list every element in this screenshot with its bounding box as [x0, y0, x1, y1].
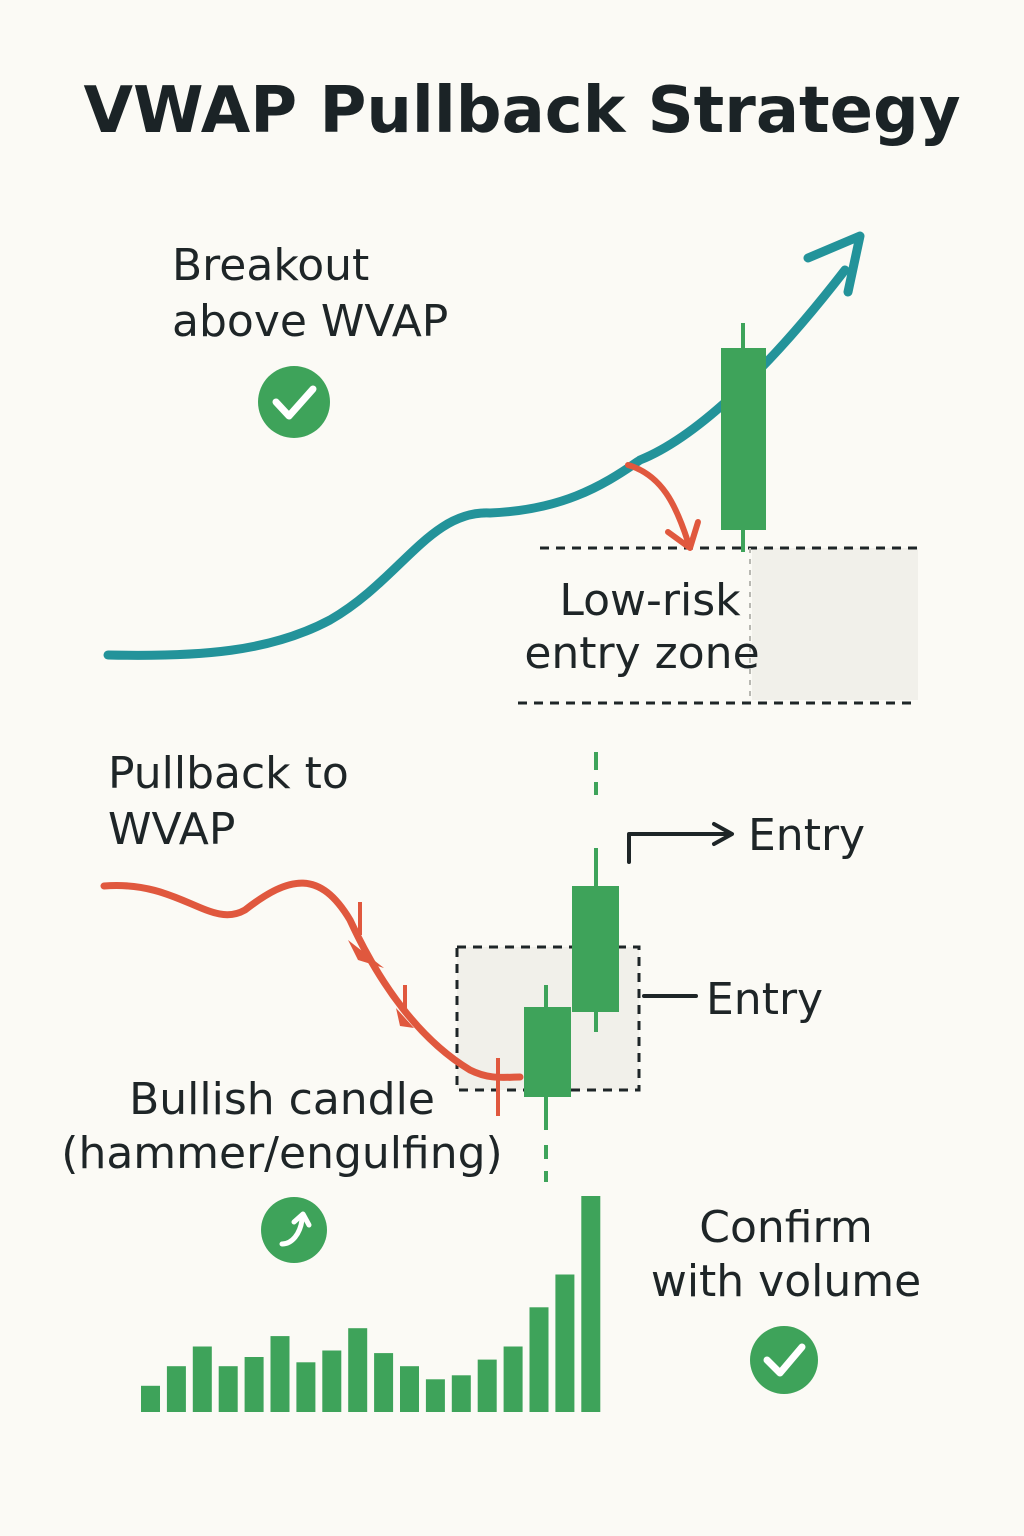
- pullback-label-line1: Pullback to: [108, 748, 349, 799]
- volume-bar: [425, 1379, 445, 1412]
- confirm-label-line1: Confirm: [699, 1202, 872, 1253]
- breakout-candle: [721, 323, 766, 552]
- bullish-candle-engulfing: [572, 848, 619, 1032]
- entry-label-lower: Entry: [706, 974, 823, 1025]
- bullish-label-line1: Bullish candle: [129, 1074, 435, 1125]
- volume-bar: [374, 1353, 394, 1412]
- volume-bar: [270, 1336, 290, 1412]
- volume-bar: [581, 1196, 601, 1412]
- page-title: VWAP Pullback Strategy: [83, 74, 960, 148]
- entry-label-upper: Entry: [748, 810, 865, 861]
- volume-bar: [296, 1362, 316, 1412]
- volume-bar: [192, 1346, 212, 1412]
- vwap-line: [103, 265, 850, 660]
- confirm-label-line2: with volume: [651, 1256, 921, 1307]
- pullback-marker-2-icon: [396, 1008, 414, 1028]
- curved-up-arrow-icon: [261, 1197, 327, 1263]
- pullback-line: [100, 879, 524, 1081]
- vwap-arrowhead-icon: [803, 231, 865, 297]
- volume-bars: [141, 1196, 601, 1412]
- volume-bar: [166, 1366, 186, 1412]
- bullish-label-line2: (hammer/engulfing): [61, 1128, 502, 1179]
- pullback-marker-1-icon: [348, 940, 384, 968]
- confirm-check-icon: [750, 1326, 818, 1394]
- volume-bar: [529, 1307, 549, 1412]
- volume-bar: [555, 1274, 575, 1412]
- pullback-label-line2: WVAP: [108, 804, 235, 855]
- volume-bar: [218, 1366, 238, 1412]
- volume-bar: [348, 1328, 368, 1412]
- volume-bar: [400, 1366, 419, 1412]
- volume-bar: [503, 1346, 523, 1412]
- breakout-label-line2: above WVAP: [172, 296, 448, 347]
- volume-bar: [322, 1350, 342, 1412]
- bullish-candle-small: [524, 985, 571, 1182]
- volume-bar: [244, 1357, 264, 1412]
- breakout-label-line1: Breakout: [172, 240, 369, 291]
- pullback-arrow-icon: [625, 462, 691, 545]
- low-risk-label-line2: entry zone: [524, 628, 759, 679]
- entry-pointer-upper-icon: [627, 832, 730, 864]
- volume-bar: [477, 1359, 497, 1412]
- volume-bar: [451, 1375, 471, 1412]
- volume-bar: [141, 1385, 160, 1412]
- low-risk-entry-zone: [518, 546, 918, 705]
- breakout-check-icon: [258, 366, 330, 438]
- low-risk-label-line1: Low-risk: [559, 575, 741, 626]
